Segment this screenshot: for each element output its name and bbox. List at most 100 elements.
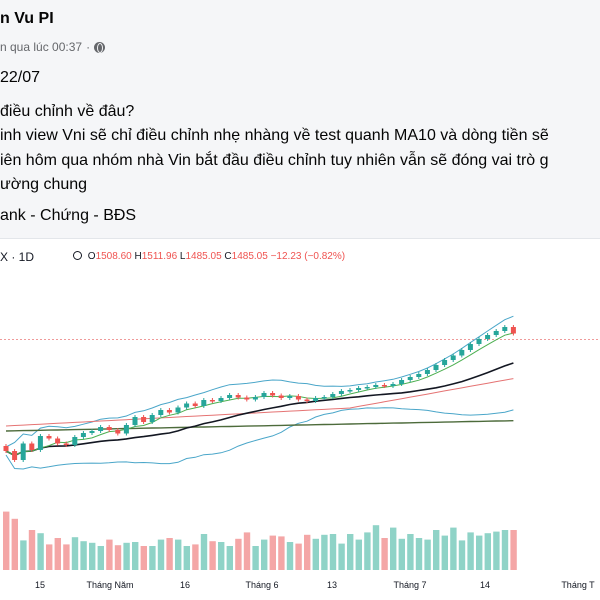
volume-bar bbox=[218, 542, 225, 570]
ma20-line bbox=[5, 362, 514, 457]
candle-body bbox=[201, 400, 207, 406]
ohlc-high: 1511.96 bbox=[141, 251, 178, 262]
candle-body bbox=[330, 394, 336, 397]
volume-bar bbox=[37, 533, 44, 570]
volume-bar bbox=[347, 534, 354, 570]
volume-bar bbox=[149, 546, 156, 570]
x-tick-label: 14 bbox=[480, 580, 490, 590]
candle-body bbox=[442, 360, 448, 365]
volume-bar bbox=[123, 542, 130, 570]
x-tick-label: Tháng Năm bbox=[86, 580, 133, 590]
candle-body bbox=[123, 425, 129, 434]
candle-body bbox=[55, 438, 61, 444]
candle-body bbox=[192, 403, 198, 406]
candle-body bbox=[347, 390, 353, 392]
volume-bar bbox=[501, 530, 509, 570]
volume-bar bbox=[157, 539, 165, 570]
x-tick-label: Tháng 7 bbox=[393, 580, 426, 590]
volume-bar bbox=[510, 530, 517, 570]
volume-bar bbox=[71, 537, 79, 570]
candle-body bbox=[364, 387, 370, 389]
candle-body bbox=[166, 410, 172, 413]
volume-bar bbox=[80, 541, 87, 570]
candle-body bbox=[106, 427, 112, 430]
volume-bar bbox=[312, 538, 319, 570]
post-line-sectors: ank - Chứng - BĐS bbox=[0, 207, 137, 224]
candle-body bbox=[252, 397, 258, 400]
candle-body bbox=[321, 397, 327, 399]
candle-body bbox=[29, 443, 35, 450]
candle-body bbox=[184, 403, 190, 408]
volume-bar bbox=[338, 543, 345, 570]
volume-bar bbox=[54, 538, 61, 570]
post-line-date: 22/07 bbox=[0, 69, 41, 86]
candle-body bbox=[424, 370, 430, 374]
volume-bar bbox=[3, 511, 10, 570]
volume-bar bbox=[20, 540, 27, 570]
post-timestamp[interactable]: n qua lúc 00:37 bbox=[0, 40, 83, 54]
volume-bar bbox=[106, 539, 113, 570]
volume-bar bbox=[200, 534, 208, 570]
candle-body bbox=[132, 417, 138, 425]
ma-base-line bbox=[5, 420, 514, 432]
volume-bar bbox=[304, 534, 311, 570]
volume-bar bbox=[295, 543, 302, 570]
candle-body bbox=[141, 417, 147, 422]
volume-bar bbox=[321, 534, 328, 570]
candle-body bbox=[149, 415, 155, 422]
volume-bar bbox=[252, 546, 259, 570]
volume-bar bbox=[476, 535, 483, 570]
candle-body bbox=[209, 400, 215, 402]
volume-bar bbox=[458, 540, 466, 570]
candle-body bbox=[20, 443, 26, 460]
candle-body bbox=[304, 399, 310, 401]
volume-bar bbox=[450, 527, 457, 570]
volume-bar bbox=[243, 532, 251, 570]
volume-bar bbox=[140, 546, 147, 570]
volume-bar bbox=[493, 531, 500, 570]
volume-bar bbox=[415, 538, 423, 570]
volume-bar bbox=[390, 527, 397, 570]
volume-bar bbox=[278, 536, 285, 570]
ohlc-close: 1485.05 bbox=[231, 251, 268, 262]
bollinger-lower bbox=[5, 407, 514, 470]
volume-bar bbox=[226, 546, 233, 570]
chart-image[interactable]: X · 1D O1508.60 H1511.96 L1485.05 C1485.… bbox=[0, 238, 600, 600]
candle-body bbox=[510, 327, 516, 334]
volume-bar bbox=[192, 544, 199, 570]
post-line-vin: iên hôm qua nhóm nhà Vin bắt đầu điều ch… bbox=[0, 152, 549, 169]
candle-body bbox=[502, 327, 508, 331]
volume-bar bbox=[132, 542, 139, 570]
candle-body bbox=[287, 396, 293, 398]
candle-body bbox=[72, 437, 78, 445]
volume-bar bbox=[269, 535, 276, 570]
post-line-view: inh view Vni sẽ chỉ điều chỉnh nhẹ nhàng… bbox=[0, 127, 549, 144]
volume-bar bbox=[63, 544, 70, 570]
chart-border bbox=[0, 238, 600, 239]
candle-body bbox=[244, 397, 250, 400]
volume-bar bbox=[114, 545, 122, 570]
candle-body bbox=[467, 344, 473, 350]
post-author[interactable]: n Vu PI bbox=[0, 10, 54, 27]
candle-body bbox=[493, 331, 499, 335]
candle-body bbox=[158, 410, 164, 415]
candle-body bbox=[98, 427, 104, 431]
candle-body bbox=[63, 443, 69, 445]
volume-bar bbox=[467, 532, 474, 570]
candle-body bbox=[485, 335, 491, 339]
candle-body bbox=[218, 398, 224, 401]
candle-body bbox=[390, 384, 396, 386]
candle-body bbox=[416, 374, 422, 377]
meta-separator: · bbox=[86, 40, 91, 54]
candle-body bbox=[175, 407, 181, 413]
candle-body bbox=[399, 380, 405, 384]
candle-body bbox=[407, 377, 413, 380]
bollinger-upper bbox=[5, 315, 514, 448]
volume-bar bbox=[209, 541, 216, 570]
volume-bar bbox=[381, 538, 388, 570]
volume-bar bbox=[235, 538, 242, 570]
candle-body bbox=[356, 388, 362, 390]
volume-bar bbox=[89, 542, 96, 570]
candle-body bbox=[3, 446, 9, 451]
volume-bar bbox=[329, 534, 337, 570]
